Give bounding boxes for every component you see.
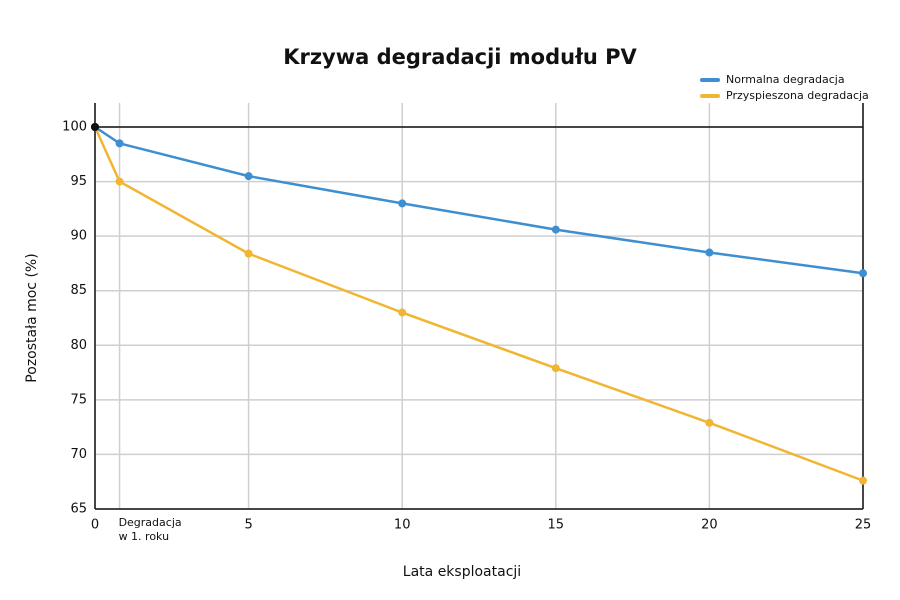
- chart-title: Krzywa degradacji modułu PV: [283, 45, 637, 69]
- y-tick-label: 90: [70, 229, 87, 244]
- x-tick-label: 25: [855, 518, 872, 533]
- data-point: [115, 139, 124, 148]
- data-point: [551, 225, 560, 234]
- x-tick-label: 5: [244, 518, 252, 533]
- data-point: [705, 248, 714, 257]
- x-tick-label: 15: [548, 518, 565, 533]
- y-tick-label: 85: [70, 283, 87, 298]
- data-point: [244, 172, 253, 181]
- y-tick-label: 80: [70, 338, 87, 353]
- y-axis-label: Pozostała moc (%): [24, 253, 40, 382]
- data-point: [859, 269, 867, 278]
- data-point: [244, 249, 253, 258]
- data-point: [91, 123, 99, 132]
- legend-label: Przyspieszona degradacja: [726, 89, 869, 102]
- y-tick-label: 100: [62, 120, 87, 135]
- y-tick-label: 65: [70, 502, 87, 517]
- series-line: [94, 125, 864, 275]
- data-point: [398, 308, 407, 317]
- x-tick-label: Degradacja w 1. roku: [118, 516, 182, 543]
- data-point: [859, 476, 867, 485]
- data-point: [705, 418, 714, 427]
- series-line: [93, 126, 864, 482]
- data-point: [115, 177, 124, 186]
- y-tick-label: 75: [70, 392, 87, 407]
- y-tick-label: 95: [70, 174, 87, 189]
- x-axis-label: Lata eksploatacji: [403, 564, 521, 580]
- x-tick-label: 0: [91, 518, 99, 533]
- y-tick-label: 70: [70, 447, 87, 462]
- x-tick-label: 10: [394, 518, 411, 533]
- legend-label: Normalna degradacja: [726, 73, 845, 86]
- data-point: [551, 364, 560, 373]
- data-point: [398, 199, 407, 208]
- x-tick-label: 20: [701, 518, 718, 533]
